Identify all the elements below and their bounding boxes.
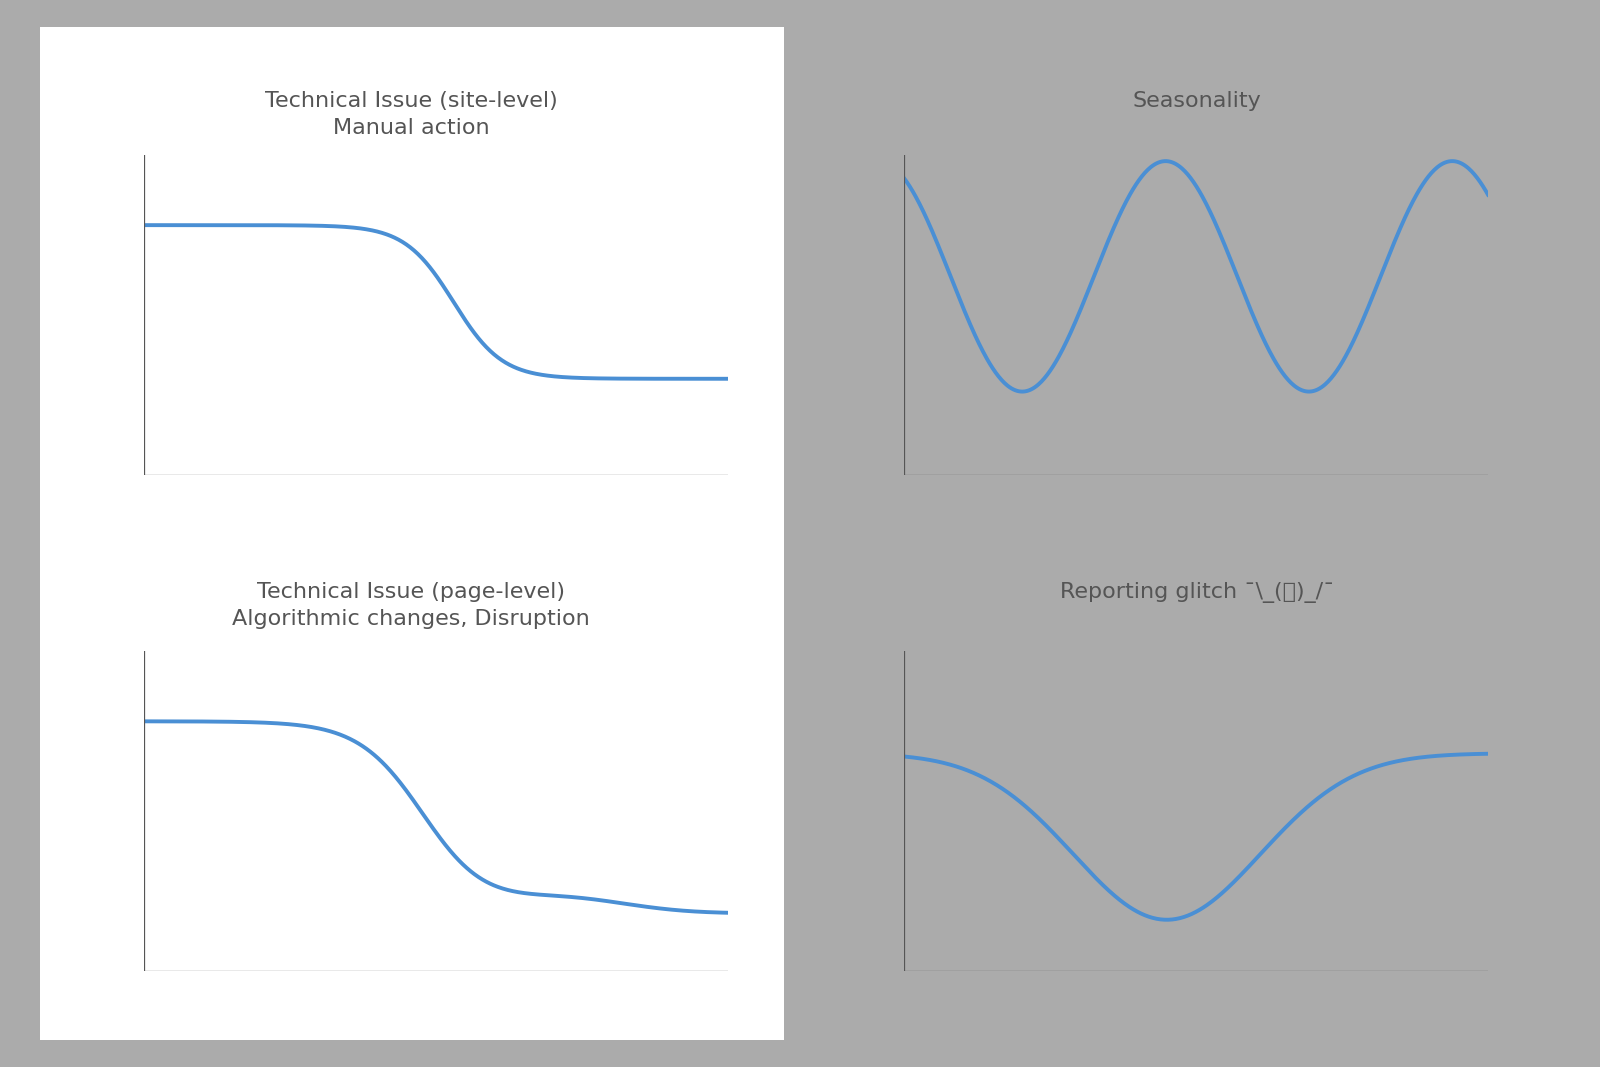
Text: Technical Issue (page-level)
Algorithmic changes, Disruption: Technical Issue (page-level) Algorithmic…	[232, 582, 590, 628]
Text: Seasonality: Seasonality	[1133, 91, 1261, 111]
Text: Reporting glitch ¯\_(ツ)_/¯: Reporting glitch ¯\_(ツ)_/¯	[1059, 582, 1334, 603]
Text: Technical Issue (site-level)
Manual action: Technical Issue (site-level) Manual acti…	[266, 91, 557, 138]
